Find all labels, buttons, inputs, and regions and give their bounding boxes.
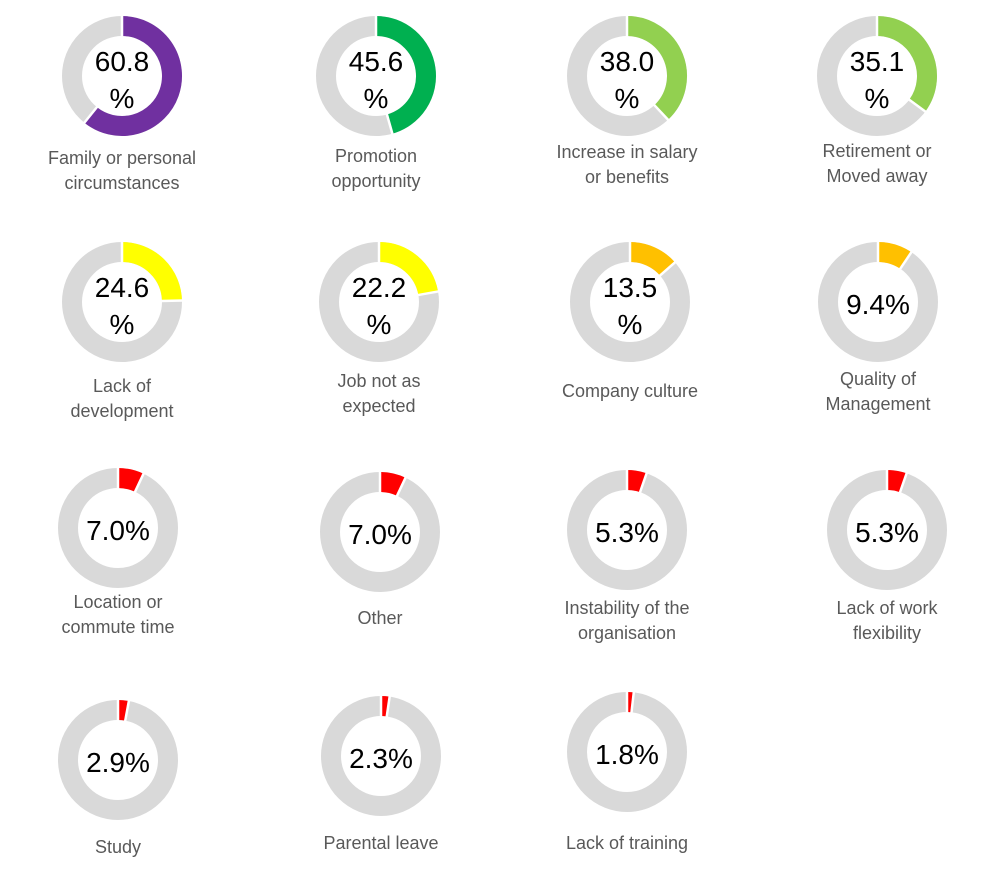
donut-category-label: organisation [578,623,676,643]
slice-separator [907,98,927,114]
donut-value-label: % [110,309,135,340]
donut-6: 22.2% Job not as expected [319,241,440,416]
donut-value-arc [117,700,129,721]
donut-category-label: or benefits [585,167,669,187]
donut-category-label: Promotion [335,146,417,166]
donut-4: 35.1% Retirement or Moved away [817,15,937,186]
donut-value-label: 22.2 [352,272,407,303]
donut-value-label: 5.3% [595,517,659,548]
donut-category-label: Increase in salary [556,142,697,162]
donut-value-arc [626,470,647,493]
donut-category-label: Company culture [562,381,698,401]
donut-value-arc [626,16,687,120]
donut-value-arc [375,16,436,134]
donut-category-label: expected [342,396,415,416]
donut-category-label: Lack of training [566,833,688,853]
donut-category-label: Lack of [93,376,152,396]
donut-value-label: 7.0% [86,515,150,546]
donut-category-label: opportunity [331,171,420,191]
slice-separator [123,699,131,722]
donut-category-label: flexibility [853,623,921,643]
donut-category-label: Instability of the [564,598,689,618]
slice-separator [160,299,184,303]
donut-14: 2.3% Parental leave [321,695,441,853]
slice-separator [395,476,408,498]
donut-value-label: % [615,83,640,114]
donut-category-label: Study [95,837,141,857]
slice-separator [133,472,146,494]
donut-value-label: 1.8% [595,739,659,770]
donut-value-label: 2.9% [86,747,150,778]
donut-value-label: 2.3% [349,743,413,774]
donut-value-label: 24.6 [95,272,150,303]
donut-value-label: % [364,83,389,114]
donut-category-label: commute time [61,617,174,637]
slice-separator [385,695,392,718]
donut-value-label: % [865,83,890,114]
donut-3: 38.0% Increase in salary or benefits [556,15,698,187]
donut-11: 5.3% Instability of the organisation [564,469,690,643]
donut-category-label: Job not as [337,371,420,391]
donut-category-label: Family or personal [48,148,196,168]
donut-category-label: Other [357,608,402,628]
donut-value-label: % [618,309,643,340]
donut-category-label: Management [825,394,930,414]
donut-10: 7.0% Other [320,471,440,628]
donut-category-label: Retirement or [822,141,931,161]
slice-separator [658,260,677,278]
donut-category-label: Location or [73,592,162,612]
donut-15: 1.8% Lack of training [566,691,688,853]
donut-2: 45.6% Promotion opportunity [316,15,436,191]
donut-13: 2.9% Study [58,699,178,857]
donut-7: 13.5% Company culture [562,241,698,401]
donut-12: 5.3% Lack of work flexibility [827,469,947,643]
donut-value-arc [117,468,144,493]
donut-5: 24.6% Lack of development [62,241,184,421]
slice-separator [898,471,909,494]
donut-category-label: Quality of [840,369,917,389]
donut-category-label: development [70,401,173,421]
slice-separator [898,250,914,271]
donut-category-label: circumstances [64,173,179,193]
donut-value-arc [886,470,907,493]
donut-1: 60.8% Family or personal circumstances [48,15,196,193]
donut-value-arc [84,16,182,136]
donut-value-label: 5.3% [855,517,919,548]
donut-value-label: 45.6 [349,46,404,77]
slice-separator [385,113,394,136]
donut-8: 9.4% Quality of Management [818,241,938,414]
donut-category-label: Moved away [826,166,927,186]
donut-value-arc [379,472,406,497]
donut-value-label: 60.8 [95,46,150,77]
slice-separator [82,105,99,125]
donut-value-arc [121,242,182,302]
slice-separator [417,290,440,297]
donut-category-label: Lack of work [836,598,938,618]
donut-value-label: 13.5 [603,272,658,303]
donut-value-label: 7.0% [348,519,412,550]
slice-separator [652,103,670,122]
donut-value-label: 38.0 [600,46,655,77]
donut-value-label: % [110,83,135,114]
donut-value-label: 9.4% [846,289,910,320]
donut-value-arc [876,16,937,112]
donut-value-arc [629,242,676,276]
donut-value-label: 35.1 [850,46,905,77]
donut-value-arc [877,242,912,270]
donut-value-arc [378,242,439,296]
slice-separator [638,471,649,494]
slice-separator [630,691,636,714]
donut-value-label: % [367,309,392,340]
donut-9: 7.0% Location or commute time [58,467,178,637]
donut-category-label: Parental leave [323,833,438,853]
